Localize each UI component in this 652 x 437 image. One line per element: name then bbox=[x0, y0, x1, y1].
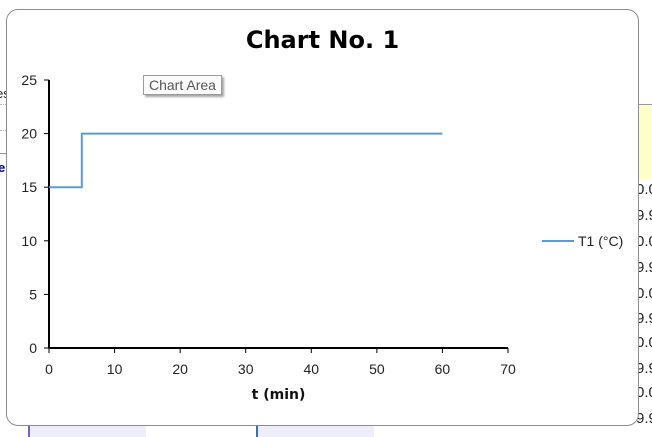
sheet-cell[interactable]: 0.0 bbox=[636, 334, 652, 351]
legend-swatch bbox=[542, 240, 574, 242]
x-tick-label: 30 bbox=[238, 361, 254, 377]
sheet-cell[interactable]: 0.0 bbox=[636, 233, 652, 250]
x-tick-label: 0 bbox=[45, 361, 53, 377]
sheet-cell-fragment[interactable]: e bbox=[0, 160, 6, 175]
sheet-cell[interactable]: 9.9 bbox=[636, 360, 652, 377]
x-axis-label: t (min) bbox=[252, 387, 306, 403]
sheet-cell[interactable]: 9.9 bbox=[636, 410, 652, 427]
chart-area[interactable] bbox=[6, 9, 639, 426]
y-tick-label: 10 bbox=[21, 233, 37, 249]
sheet-cell-fragment[interactable]: es bbox=[0, 86, 10, 101]
sheet-cell[interactable]: 9.9 bbox=[636, 310, 652, 327]
sheet-cell[interactable]: 0.0 bbox=[636, 285, 652, 302]
y-tick-label: 5 bbox=[29, 286, 37, 302]
y-tick-label: 15 bbox=[21, 179, 37, 195]
chart-area-tooltip: Chart Area bbox=[143, 75, 222, 95]
sheet-cell[interactable]: 9.9 bbox=[636, 207, 652, 224]
x-tick-label: 70 bbox=[500, 361, 516, 377]
x-tick-label: 40 bbox=[303, 361, 319, 377]
chart-title[interactable]: Chart No. 1 bbox=[245, 26, 400, 54]
y-tick-label: 0 bbox=[29, 340, 37, 356]
chart-legend[interactable]: T1 (°C) bbox=[542, 233, 623, 249]
sheet-highlight-cell[interactable] bbox=[636, 104, 652, 179]
sheet-cell[interactable]: 9.9 bbox=[636, 259, 652, 276]
series-line-1[interactable] bbox=[49, 132, 443, 189]
sheet-cell[interactable]: 0.0 bbox=[636, 181, 652, 198]
legend-label: T1 (°C) bbox=[578, 233, 624, 249]
sheet-cell[interactable]: 0.0 bbox=[636, 384, 652, 401]
x-tick-label: 20 bbox=[172, 361, 188, 377]
x-tick-label: 60 bbox=[435, 361, 451, 377]
y-tick-label: 20 bbox=[21, 126, 37, 142]
y-tick-label: 25 bbox=[21, 72, 37, 88]
x-tick-label: 50 bbox=[369, 361, 385, 377]
x-tick-label: 10 bbox=[107, 361, 123, 377]
